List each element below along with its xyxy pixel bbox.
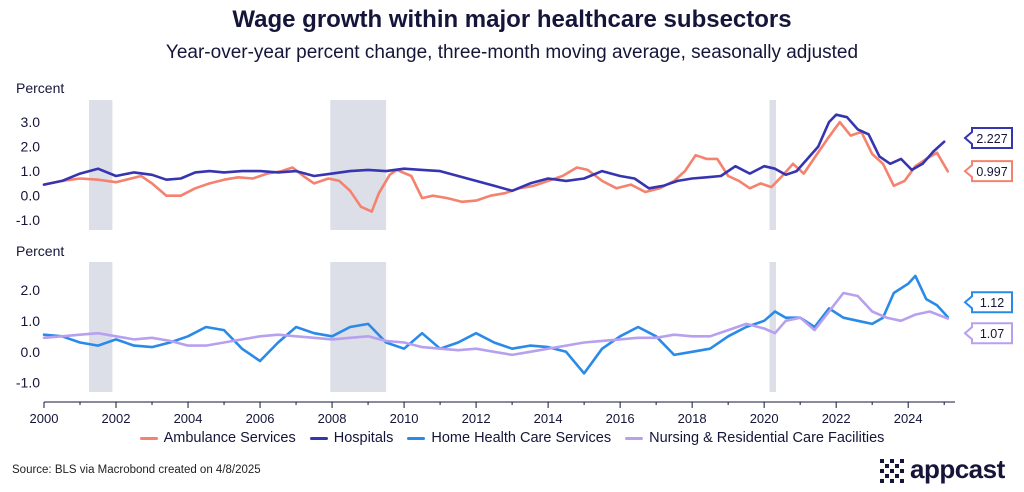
legend-label-hospitals: Hospitals xyxy=(333,430,394,446)
y-tick-label-1-4: 2.0 xyxy=(21,139,41,155)
series-line-nursing xyxy=(42,291,950,357)
legend-item-hospitals: Hospitals xyxy=(309,430,394,446)
end-label-ambulance: 0.997 xyxy=(976,165,1007,179)
legend-label-home-health: Home Health Care Services xyxy=(431,430,612,446)
series-line-hospitals xyxy=(42,113,946,193)
recession-band-2-2 xyxy=(330,262,387,392)
x-tick-label-2022: 2022 xyxy=(822,411,851,426)
chart-title: Wage growth within major healthcare subs… xyxy=(232,6,792,33)
series-line-home_health xyxy=(42,274,950,375)
end-label-home_health: 1.12 xyxy=(980,296,1004,310)
y-tick-label-2-4: 2.0 xyxy=(21,282,41,298)
appcast-logo-text: appcast xyxy=(910,454,1005,484)
end-label-box-hospitals xyxy=(963,127,1013,150)
end-label-box-home_health xyxy=(963,291,1013,314)
y-tick-label-2-2: 0.0 xyxy=(21,344,41,360)
x-tick-label-2020: 2020 xyxy=(750,411,779,426)
recession-band-1-3 xyxy=(769,100,777,230)
recession-band-1-1 xyxy=(89,100,113,230)
appcast-logo-icon xyxy=(880,459,904,483)
legend-swatch-nursing xyxy=(625,436,644,440)
recession-band-2-3 xyxy=(769,262,777,392)
chart-subtitle: Year-over-year percent change, three-mon… xyxy=(165,42,859,63)
y-axis-label-2: Percent xyxy=(16,243,64,259)
x-tick-label-2008: 2008 xyxy=(318,411,347,426)
x-tick-label-2012: 2012 xyxy=(462,411,491,426)
y-tick-label-2-1: -1.0 xyxy=(16,375,40,391)
end-label-box-nursing xyxy=(963,322,1013,345)
end-label-hospitals: 2.227 xyxy=(976,132,1007,146)
x-tick-label-2024: 2024 xyxy=(894,411,923,426)
y-axis-label-1: Percent xyxy=(16,80,64,96)
legend-label-nursing: Nursing & Residential Care Facilities xyxy=(649,430,885,446)
legend-swatch-ambulance xyxy=(139,436,158,440)
x-tick-label-2004: 2004 xyxy=(174,411,203,426)
y-tick-label-1-1: -1.0 xyxy=(16,212,40,228)
recession-band-1-2 xyxy=(330,100,387,230)
x-tick-label-2000: 2000 xyxy=(30,411,59,426)
x-tick-label-2010: 2010 xyxy=(390,411,419,426)
x-tick-label-2018: 2018 xyxy=(678,411,707,426)
legend-swatch-home-health xyxy=(407,436,426,440)
x-tick-label-2002: 2002 xyxy=(102,411,131,426)
y-tick-label-1-5: 3.0 xyxy=(21,114,41,130)
legend-label-ambulance: Ambulance Services xyxy=(163,430,296,446)
recession-band-2-1 xyxy=(89,262,113,392)
source-note: Source: BLS via Macrobond created on 4/8… xyxy=(12,464,261,476)
legend-swatch-hospitals xyxy=(309,436,328,440)
legend: Ambulance Services Hospitals Home Health… xyxy=(0,430,1024,446)
x-tick-label-2014: 2014 xyxy=(534,411,563,426)
end-label-box-ambulance xyxy=(963,160,1013,183)
series-line-ambulance xyxy=(42,120,950,213)
y-tick-label-1-3: 1.0 xyxy=(21,163,41,179)
legend-item-home-health: Home Health Care Services xyxy=(407,430,611,446)
legend-item-ambulance: Ambulance Services xyxy=(139,430,296,446)
y-tick-label-1-2: 0.0 xyxy=(21,188,41,204)
x-tick-label-2006: 2006 xyxy=(246,411,275,426)
end-label-nursing: 1.07 xyxy=(980,327,1004,341)
appcast-logo: appcast xyxy=(880,453,1020,487)
x-tick-label-2016: 2016 xyxy=(606,411,635,426)
legend-item-nursing: Nursing & Residential Care Facilities xyxy=(625,430,884,446)
y-tick-label-2-3: 1.0 xyxy=(21,313,41,329)
